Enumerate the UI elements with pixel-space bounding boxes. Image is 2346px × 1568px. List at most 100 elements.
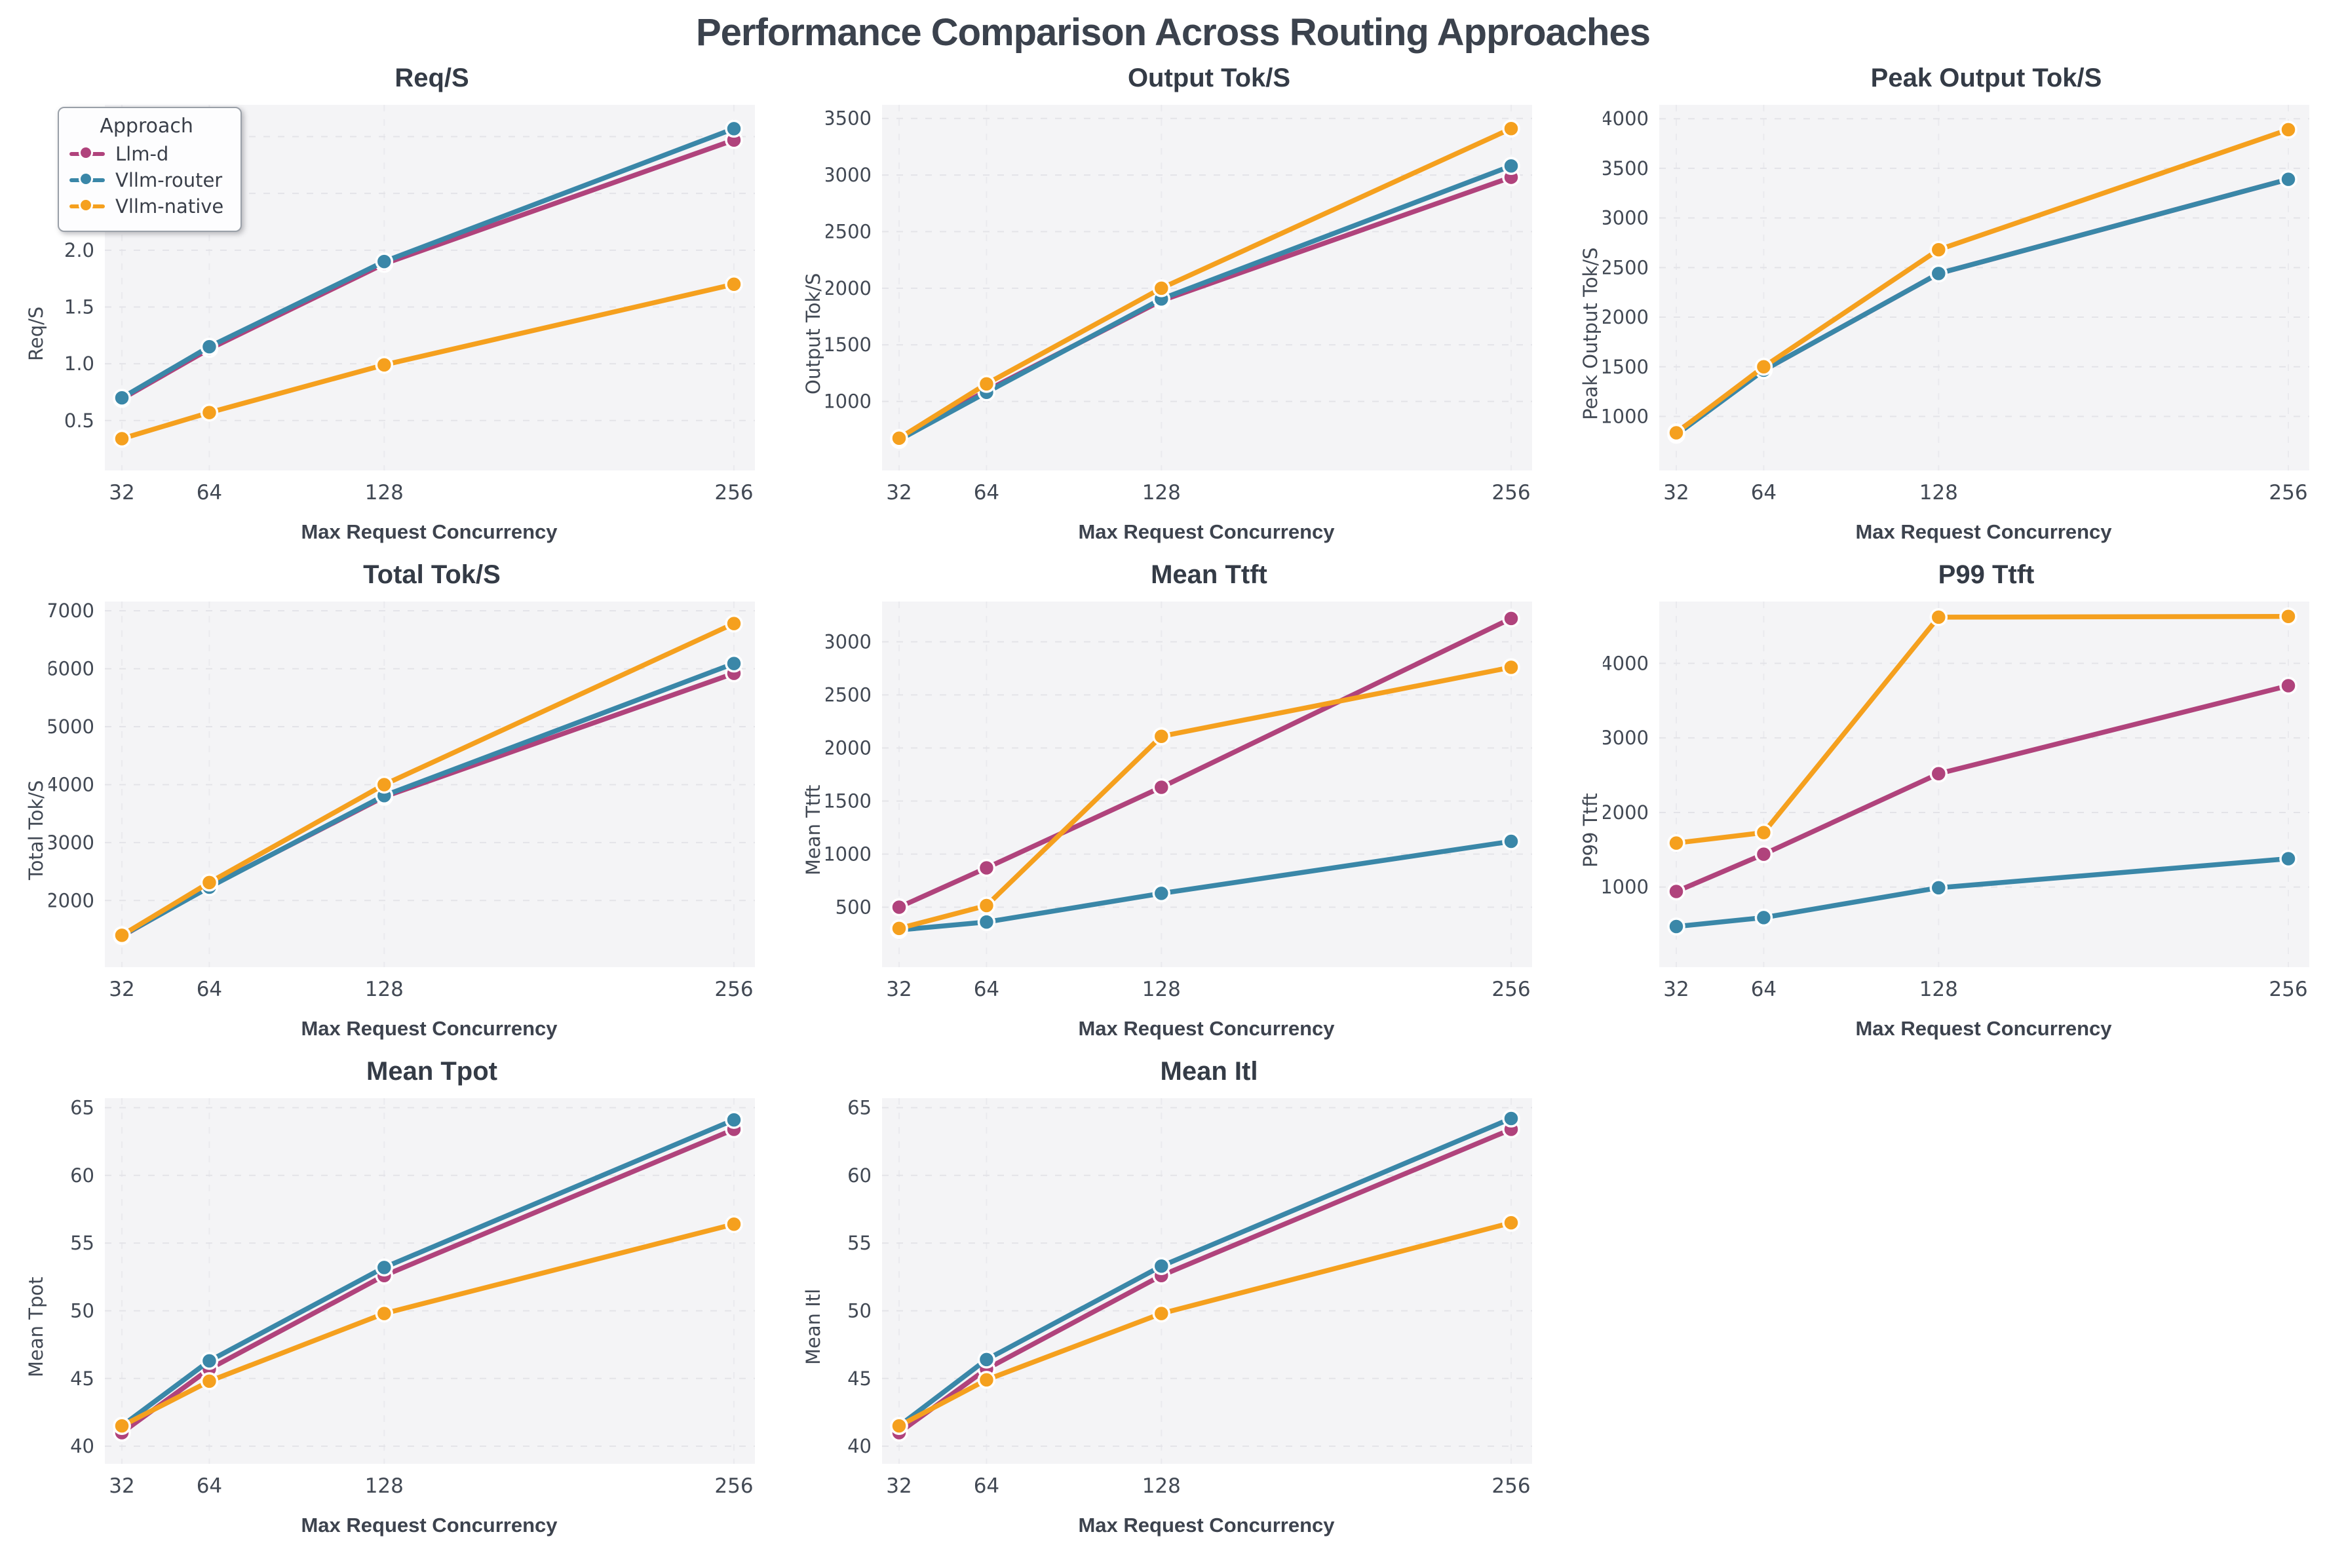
plot-area: 1000 2000 3000 4000 32 64 128 256 <box>1603 596 2311 1016</box>
svg-text:64: 64 <box>974 1474 999 1498</box>
svg-text:2000: 2000 <box>826 277 872 299</box>
svg-text:128: 128 <box>1142 1474 1181 1498</box>
subplot-output-tok-s: Output Tok/S Output Tok/S 1000 1500 2000 25… <box>801 60 1545 556</box>
subplot-req-s: Req/S Req/S 0.51.01.52.02.53.03264128256… <box>24 60 768 556</box>
x-axis-label: Max Request Concurrency <box>301 1017 558 1040</box>
svg-text:2000: 2000 <box>1603 306 1649 328</box>
legend-item-llm-d: Llm-d <box>69 143 223 165</box>
svg-text:1000: 1000 <box>1603 876 1649 898</box>
svg-text:2.0: 2.0 <box>64 239 94 261</box>
svg-text:128: 128 <box>365 978 404 1001</box>
svg-text:500: 500 <box>836 896 872 918</box>
legend-marker-vllm-router <box>69 172 105 187</box>
svg-text:32: 32 <box>886 481 912 505</box>
svg-text:60: 60 <box>847 1164 872 1187</box>
x-axis-label: Max Request Concurrency <box>1078 520 1335 543</box>
plot-area: 2000 3000 4000 5000 6000 7000 32 64 128 256 <box>48 596 756 1016</box>
svg-text:3000: 3000 <box>826 164 872 186</box>
x-axis-label: Max Request Concurrency <box>1855 1017 2112 1040</box>
y-axis-label: Req/S <box>25 306 47 361</box>
svg-text:45: 45 <box>70 1367 94 1390</box>
legend-label: Llm-d <box>115 143 169 165</box>
y-axis-label: P99 Ttft <box>1579 793 1602 868</box>
svg-text:32: 32 <box>886 978 912 1001</box>
svg-text:32: 32 <box>1663 978 1689 1001</box>
x-axis-label: Max Request Concurrency <box>1078 1514 1335 1537</box>
svg-text:256: 256 <box>1491 1474 1530 1498</box>
svg-text:50: 50 <box>847 1299 872 1322</box>
svg-text:128: 128 <box>365 481 404 505</box>
svg-text:64: 64 <box>197 1474 222 1498</box>
svg-text:40: 40 <box>847 1435 872 1457</box>
svg-text:32: 32 <box>109 978 134 1001</box>
svg-text:0.5: 0.5 <box>64 410 94 432</box>
svg-text:1000: 1000 <box>1603 405 1649 427</box>
svg-text:128: 128 <box>365 1474 404 1498</box>
svg-text:64: 64 <box>197 978 222 1001</box>
svg-text:65: 65 <box>847 1096 872 1119</box>
plot-area: 500 1000 1500 2000 2500 3000 32 64 128 256 <box>826 596 1533 1016</box>
svg-text:3000: 3000 <box>48 832 94 854</box>
svg-text:1000: 1000 <box>826 391 872 413</box>
subplot-title: Mean Ttft <box>1151 560 1267 589</box>
svg-text:3000: 3000 <box>1603 727 1649 749</box>
svg-text:40: 40 <box>70 1435 94 1457</box>
legend-item-vllm-router: Vllm-router <box>69 169 223 191</box>
svg-text:128: 128 <box>1142 978 1181 1001</box>
svg-text:1000: 1000 <box>826 843 872 865</box>
svg-text:128: 128 <box>1919 978 1958 1001</box>
svg-text:6000: 6000 <box>48 658 94 680</box>
legend-marker-vllm-native <box>69 198 105 214</box>
subplot-title: Mean Itl <box>1160 1057 1258 1086</box>
legend: Approach Llm-d Vllm-router Vllm-native <box>58 107 242 232</box>
svg-text:55: 55 <box>847 1232 872 1254</box>
subplot-title: Total Tok/S <box>363 560 501 589</box>
legend-item-vllm-native: Vllm-native <box>69 195 223 218</box>
svg-text:256: 256 <box>2269 978 2307 1001</box>
subplot-title: Peak Output Tok/S <box>1870 64 2102 92</box>
y-axis-label: Mean Itl <box>802 1288 824 1366</box>
svg-text:32: 32 <box>1663 481 1689 505</box>
y-axis-label: Output Tok/S <box>802 273 824 394</box>
empty-cell <box>1578 1053 2322 1550</box>
legend-label: Vllm-router <box>115 169 223 191</box>
svg-text:256: 256 <box>714 481 753 505</box>
y-axis-label: Peak Output Tok/S <box>1579 247 1602 420</box>
subplot-mean-ttft: Mean Ttft Mean Ttft 500 1000 1500 2000 2500 3… <box>801 556 1545 1053</box>
svg-text:2500: 2500 <box>826 220 872 242</box>
svg-text:256: 256 <box>714 978 753 1001</box>
subplot-mean-tpot: Mean Tpot Mean Tpot 40 45 50 55 60 65 32 64 128 2… <box>24 1053 768 1550</box>
svg-text:2000: 2000 <box>826 737 872 759</box>
legend-title: Approach <box>100 115 193 138</box>
legend-marker-llm-d <box>69 145 105 161</box>
svg-text:64: 64 <box>1751 978 1777 1001</box>
svg-text:4000: 4000 <box>48 773 94 795</box>
subplot-grid: Req/S Req/S 0.51.01.52.02.53.03264128256… <box>0 60 2346 1550</box>
svg-text:45: 45 <box>847 1367 872 1390</box>
svg-text:4000: 4000 <box>1603 652 1649 674</box>
x-axis-label: Max Request Concurrency <box>301 1514 558 1537</box>
svg-text:128: 128 <box>1142 481 1181 505</box>
svg-text:60: 60 <box>70 1164 94 1187</box>
svg-text:64: 64 <box>974 978 999 1001</box>
svg-text:1500: 1500 <box>826 790 872 813</box>
subplot-p99-ttft: P99 Ttft P99 Ttft 1000 2000 3000 4000 32 64 12… <box>1578 556 2322 1053</box>
svg-text:65: 65 <box>70 1096 94 1119</box>
svg-text:256: 256 <box>2269 481 2307 505</box>
subplot-title: Output Tok/S <box>1127 64 1291 92</box>
svg-text:1500: 1500 <box>826 334 872 356</box>
svg-text:7000: 7000 <box>48 600 94 622</box>
svg-text:32: 32 <box>886 1474 912 1498</box>
y-axis-label: Mean Ttft <box>802 784 824 876</box>
plot-area: 40 45 50 55 60 65 32 64 128 256 <box>48 1093 756 1512</box>
svg-text:2000: 2000 <box>48 889 94 911</box>
plot-area: 40 45 50 55 60 65 32 64 128 256 <box>826 1093 1533 1512</box>
plot-area: 1000 1500 2000 2500 3000 3500 4000 32 64 128 256 <box>1603 100 2311 519</box>
svg-text:50: 50 <box>70 1299 94 1322</box>
subplot-total-tok-s: Total Tok/S Total Tok/S 2000 3000 4000 5000… <box>24 556 768 1053</box>
subplot-peak-output-tok-s: Peak Output Tok/S Peak Output Tok/S 1000… <box>1578 60 2322 556</box>
svg-text:64: 64 <box>974 481 999 505</box>
svg-text:64: 64 <box>1751 481 1777 505</box>
subplot-title: Req/S <box>394 64 469 92</box>
